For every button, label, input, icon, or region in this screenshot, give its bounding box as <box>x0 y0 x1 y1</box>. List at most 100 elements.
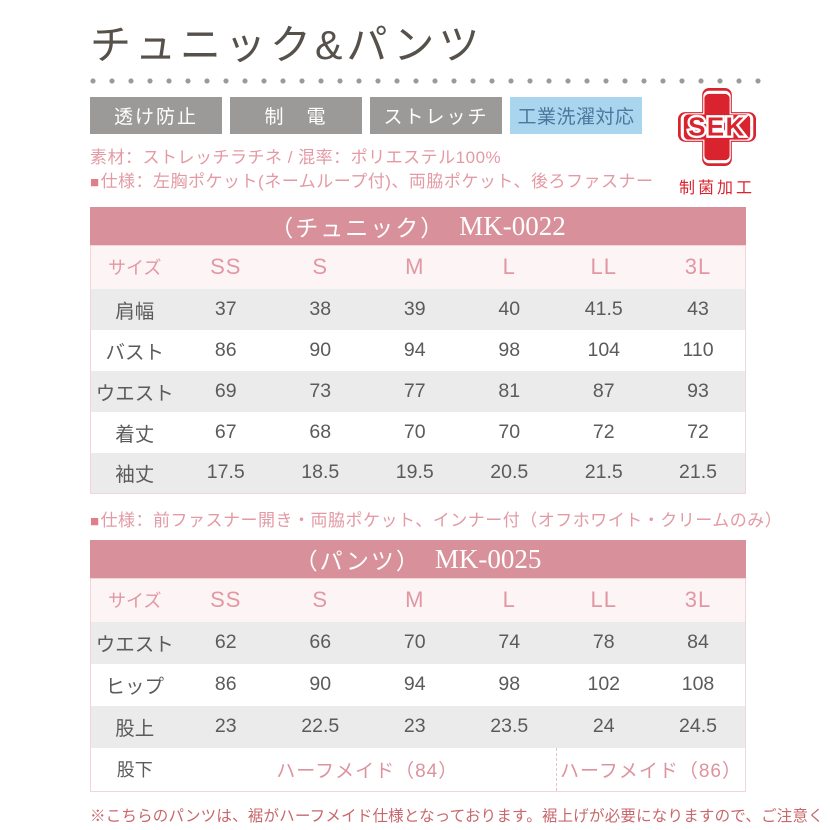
row-label: 肩幅 <box>90 288 179 330</box>
value-cell: 86 <box>178 663 273 706</box>
pants-name: （パンツ） <box>294 548 421 574</box>
hem-notice-text: ※こちらのパンツは、裾がハーフメイド仕様となっております。裾上げが必要になります… <box>90 808 824 825</box>
value-cell: 94 <box>367 663 462 706</box>
value-cell: 90 <box>273 663 368 706</box>
value-cell: 70 <box>367 411 462 453</box>
spec-line-1: ■仕様：左胸ポケット(ネームループ付)、両脇ポケット、後ろファスナー <box>90 170 830 195</box>
value-cell: 62 <box>178 621 273 664</box>
value-cell: 22.5 <box>273 705 368 748</box>
measurement-row: ウエスト 62 66 70 74 78 84 <box>90 621 746 664</box>
measurement-row: 股上 23 22.5 23 23.5 24 24.5 <box>90 705 746 748</box>
hem-left-value: ハーフメイド（84） <box>178 747 557 792</box>
badge-stretch: ストレッチ <box>370 97 502 134</box>
value-cell: 77 <box>367 370 462 412</box>
row-label: バスト <box>90 329 179 371</box>
value-cell: 24 <box>556 705 651 748</box>
size-header-cell: L <box>462 245 557 289</box>
spec-line-2: ■仕様：前ファスナー開き・両脇ポケット、インナー付（オフホワイト・クリームのみ） <box>90 509 830 534</box>
size-header-cell: サイズ <box>90 578 179 622</box>
size-header-cell: S <box>273 245 368 289</box>
sek-cross-icon: SEK <box>678 88 756 166</box>
value-cell: 37 <box>178 288 273 330</box>
tunic-measurements: サイズ SS S M L LL 3L 肩幅 37 38 39 40 41.5 4… <box>90 245 746 494</box>
size-header-row: サイズ SS S M L LL 3L <box>90 245 746 289</box>
row-label: ヒップ <box>90 663 179 706</box>
value-cell: 86 <box>178 329 273 371</box>
value-cell: 84 <box>651 621 746 664</box>
value-cell: 90 <box>273 329 368 371</box>
value-cell: 70 <box>367 621 462 664</box>
size-header-cell: LL <box>556 578 651 622</box>
value-cell: 66 <box>273 621 368 664</box>
value-cell: 98 <box>462 663 557 706</box>
value-cell: 73 <box>273 370 368 412</box>
value-cell: 23 <box>367 705 462 748</box>
row-label: 着丈 <box>90 411 179 453</box>
measurement-row: 袖丈 17.5 18.5 19.5 20.5 21.5 21.5 <box>90 452 746 494</box>
size-header-cell: S <box>273 578 368 622</box>
value-cell: 94 <box>367 329 462 371</box>
measurement-row: ヒップ 86 90 94 98 102 108 <box>90 663 746 706</box>
pants-table-title-band: （パンツ） MK-0025 <box>90 540 746 578</box>
badge-industrial-wash: 工業洗濯対応 <box>510 97 642 134</box>
value-cell: 24.5 <box>651 705 746 748</box>
measurement-row: バスト 86 90 94 98 104 110 <box>90 329 746 371</box>
value-cell: 69 <box>178 370 273 412</box>
value-cell: 23 <box>178 705 273 748</box>
value-cell: 87 <box>556 370 651 412</box>
size-header-cell: LL <box>556 245 651 289</box>
row-label: ウエスト <box>90 621 179 664</box>
square-bullet-icon: ■ <box>90 513 100 530</box>
value-cell: 110 <box>651 329 746 371</box>
value-cell: 67 <box>178 411 273 453</box>
value-cell: 108 <box>651 663 746 706</box>
size-header-cell: M <box>367 245 462 289</box>
value-cell: 38 <box>273 288 368 330</box>
page-title: チュニック&パンツ <box>90 22 484 68</box>
value-cell: 19.5 <box>367 452 462 494</box>
value-cell: 78 <box>556 621 651 664</box>
value-cell: 21.5 <box>651 452 746 494</box>
tunic-product-code: MK-0022 <box>459 210 566 241</box>
value-cell: 81 <box>462 370 557 412</box>
measurement-row: 着丈 67 68 70 70 72 72 <box>90 411 746 453</box>
value-cell: 18.5 <box>273 452 368 494</box>
tunic-size-table: （チュニック） MK-0022 サイズ SS S M L LL 3L 肩幅 37… <box>90 207 746 494</box>
size-header-cell: サイズ <box>90 245 179 289</box>
size-header-cell: SS <box>178 245 273 289</box>
size-header-cell: 3L <box>651 578 746 622</box>
value-cell: 93 <box>651 370 746 412</box>
value-cell: 102 <box>556 663 651 706</box>
row-label: 股下 <box>90 747 179 792</box>
tunic-table-title-band: （チュニック） MK-0022 <box>90 207 746 245</box>
value-cell: 104 <box>556 329 651 371</box>
row-label: 股上 <box>90 705 179 748</box>
hem-row: 股下 ハーフメイド（84） ハーフメイド（86） <box>90 747 746 792</box>
size-header-cell: SS <box>178 578 273 622</box>
sek-letters: SEK <box>688 114 746 142</box>
material-line: 素材：ストレッチラチネ / 混率：ポリエステル100% <box>90 148 502 167</box>
size-header-cell: L <box>462 578 557 622</box>
value-cell: 20.5 <box>462 452 557 494</box>
value-cell: 70 <box>462 411 557 453</box>
hem-right-value: ハーフメイド（86） <box>556 747 746 792</box>
spec-line-2-text: 仕様：前ファスナー開き・両脇ポケット、インナー付（オフホワイト・クリームのみ） <box>100 511 783 530</box>
value-cell: 41.5 <box>556 288 651 330</box>
badge-anti-static: 制 電 <box>230 97 362 134</box>
measurement-row: ウエスト 69 73 77 81 87 93 <box>90 370 746 412</box>
size-header-row: サイズ SS S M L LL 3L <box>90 578 746 622</box>
measurement-row: 肩幅 37 38 39 40 41.5 43 <box>90 288 746 330</box>
value-cell: 39 <box>367 288 462 330</box>
value-cell: 40 <box>462 288 557 330</box>
dotted-divider <box>90 78 762 84</box>
pants-product-code: MK-0025 <box>434 543 542 574</box>
square-bullet-icon: ■ <box>90 174 100 191</box>
value-cell: 68 <box>273 411 368 453</box>
size-header-cell: M <box>367 578 462 622</box>
value-cell: 23.5 <box>462 705 557 748</box>
badge-sheer-prevention: 透け防止 <box>90 97 222 134</box>
value-cell: 74 <box>462 621 557 664</box>
tunic-name: （チュニック） <box>270 215 446 241</box>
feature-badge-list: 透け防止 制 電 ストレッチ 工業洗濯対応 <box>90 97 830 134</box>
